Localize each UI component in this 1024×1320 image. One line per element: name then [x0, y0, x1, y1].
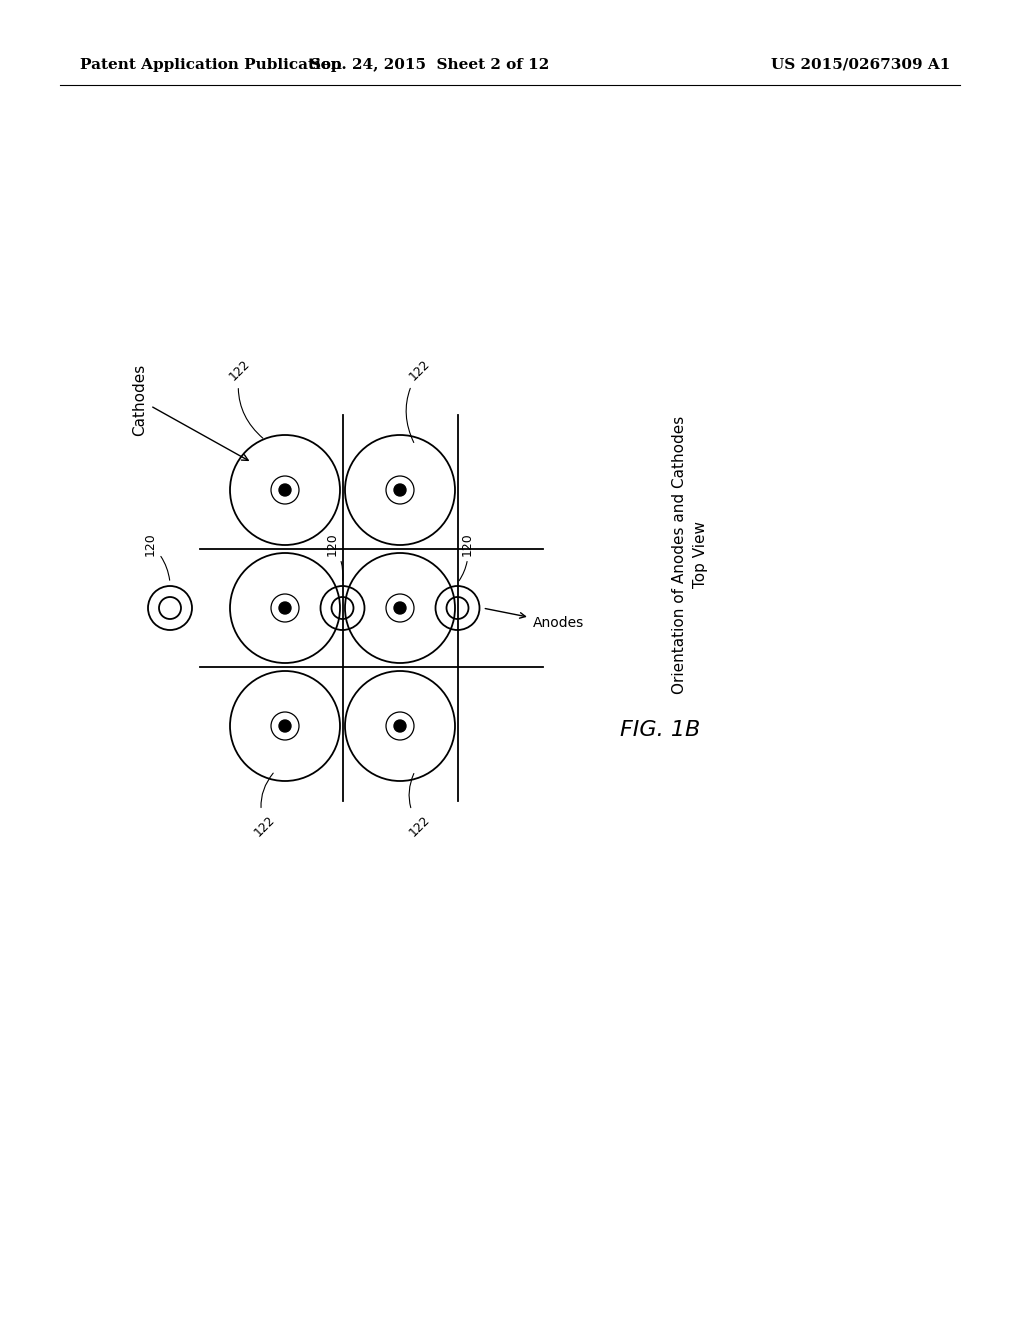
Text: 122: 122 [407, 358, 433, 442]
Circle shape [394, 719, 406, 733]
Text: Sep. 24, 2015  Sheet 2 of 12: Sep. 24, 2015 Sheet 2 of 12 [310, 58, 550, 73]
Circle shape [279, 719, 291, 733]
Circle shape [279, 602, 291, 614]
Text: Patent Application Publication: Patent Application Publication [80, 58, 342, 73]
Text: 120: 120 [143, 532, 170, 581]
Text: 120: 120 [326, 532, 343, 581]
Text: 122: 122 [408, 774, 433, 840]
Text: Anodes: Anodes [485, 609, 584, 630]
Text: FIG. 1B: FIG. 1B [620, 719, 700, 741]
Text: US 2015/0267309 A1: US 2015/0267309 A1 [771, 58, 950, 73]
Text: Orientation of Anodes and Cathodes: Orientation of Anodes and Cathodes [673, 416, 687, 694]
Circle shape [394, 602, 406, 614]
Text: Top View: Top View [692, 521, 708, 589]
Text: 122: 122 [227, 358, 263, 438]
Text: 122: 122 [252, 774, 278, 840]
Circle shape [394, 484, 406, 496]
Circle shape [279, 484, 291, 496]
Text: 120: 120 [459, 532, 474, 581]
Text: Cathodes: Cathodes [132, 364, 248, 461]
